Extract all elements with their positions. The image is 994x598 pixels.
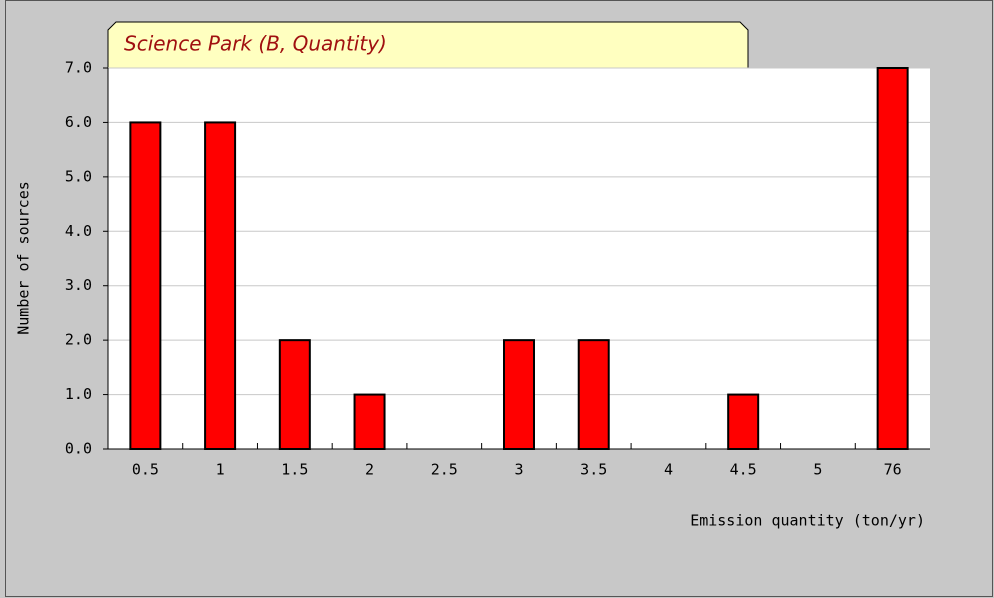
chart-title: Science Park (B, Quantity) bbox=[124, 32, 387, 56]
bar bbox=[204, 121, 237, 451]
y-axis-label: Number of sources bbox=[15, 181, 33, 335]
bar bbox=[876, 67, 909, 450]
x-tick-label: 3 bbox=[514, 461, 523, 479]
x-tick-label: 1 bbox=[216, 461, 225, 479]
x-tick-label: 1.5 bbox=[281, 461, 308, 479]
x-tick-label: 4.5 bbox=[730, 461, 757, 479]
y-tick-label: 0.0 bbox=[65, 440, 92, 458]
bar bbox=[353, 393, 386, 451]
x-tick-label: 2.5 bbox=[431, 461, 458, 479]
bar bbox=[503, 339, 535, 450]
x-tick-label: 3.5 bbox=[580, 461, 607, 479]
y-tick-label: 3.0 bbox=[65, 276, 92, 294]
x-axis-label: Emission quantity (ton/yr) bbox=[690, 512, 925, 530]
x-tick-label: 0.5 bbox=[132, 461, 159, 479]
x-tick-label: 2 bbox=[365, 461, 374, 479]
bar bbox=[577, 339, 610, 450]
bar bbox=[278, 339, 311, 450]
y-tick-label: 7.0 bbox=[65, 59, 92, 77]
bar bbox=[727, 393, 760, 451]
y-tick-label: 6.0 bbox=[65, 113, 92, 131]
y-tick-label: 4.0 bbox=[65, 222, 92, 240]
x-tick-label: 5 bbox=[813, 461, 822, 479]
bar bbox=[129, 121, 162, 451]
x-tick-label: 4 bbox=[664, 461, 673, 479]
y-tick-label: 5.0 bbox=[65, 167, 92, 185]
y-tick-label: 1.0 bbox=[65, 385, 92, 403]
x-tick-label: 76 bbox=[884, 461, 902, 479]
y-tick-label: 2.0 bbox=[65, 331, 92, 349]
